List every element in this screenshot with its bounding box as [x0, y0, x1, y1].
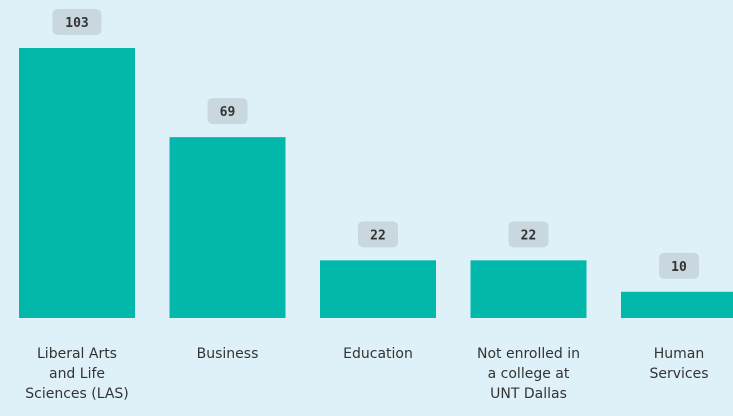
category-label-2: Education [303, 344, 453, 364]
bar-0[interactable] [19, 48, 135, 318]
data-label-0: 103 [65, 16, 88, 31]
data-label-bg-2 [358, 221, 398, 248]
category-label-0: Liberal Arts and Life Sciences (LAS) [2, 344, 152, 404]
data-label-bg-4 [659, 252, 699, 279]
category-label-line: Human [653, 346, 705, 362]
category-label-line: Liberal Arts [37, 346, 117, 362]
category-label-4: Human Services [604, 344, 733, 384]
bar-4[interactable] [621, 291, 733, 318]
bar-1[interactable] [169, 137, 286, 318]
category-label-1: Business [153, 344, 303, 364]
bar-3[interactable] [470, 260, 587, 318]
category-label-3: Not enrolled in a college at UNT Dallas [454, 344, 604, 404]
data-label-bg-0 [52, 9, 102, 35]
data-label-2: 22 [370, 228, 386, 243]
data-label-bg-1 [207, 98, 248, 125]
data-label-4: 10 [671, 260, 687, 275]
data-label-3: 22 [521, 228, 537, 243]
bar-2[interactable] [320, 260, 436, 318]
category-label-line: a college at [487, 366, 570, 382]
category-label-line: Not enrolled in [477, 346, 580, 362]
category-label-line: Sciences (LAS) [25, 386, 129, 402]
category-label-line: UNT Dallas [490, 386, 567, 402]
category-label-line: Services [649, 366, 709, 382]
category-label-line: and Life [48, 366, 106, 382]
category-label-line: Business [196, 346, 259, 362]
data-label-1: 69 [220, 105, 236, 120]
category-label-line: Education [343, 346, 413, 362]
data-label-bg-3 [508, 221, 549, 248]
